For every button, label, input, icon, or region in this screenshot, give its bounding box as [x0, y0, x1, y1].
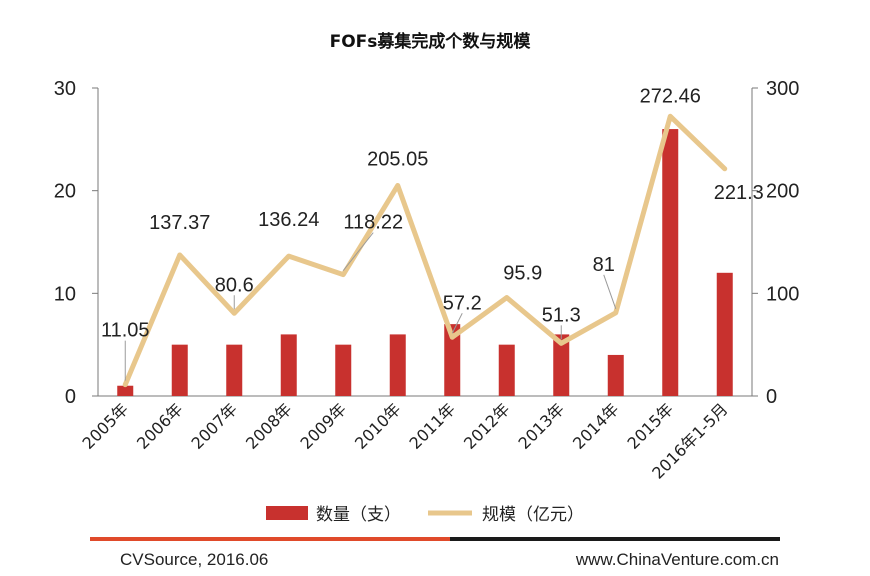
line-point [232, 311, 236, 315]
legend-swatch-bar [266, 506, 308, 520]
line-point [559, 341, 563, 345]
line-point [178, 253, 182, 257]
line-data-labels: 11.05 137.37 80.6 136.24 118.22 205.05 57.2 95.… [101, 85, 764, 381]
right-tick-label: 100 [766, 283, 799, 305]
line-point [505, 296, 509, 300]
bar [607, 354, 624, 396]
bar [226, 344, 243, 396]
left-tick-label: 30 [54, 78, 76, 100]
x-tick-label: 2012年 [460, 399, 514, 453]
x-tick-label: 2011年 [406, 399, 460, 453]
data-label-leader [342, 232, 374, 271]
line-data-label: 57.2 [443, 292, 482, 314]
footer: CVSource, 2016.06 www.ChinaVenture.com.c… [90, 537, 780, 569]
line-data-label: 272.46 [640, 85, 701, 107]
line-data-label: 205.05 [367, 148, 428, 170]
bar [280, 334, 297, 396]
line-point [123, 383, 127, 387]
right-tick-label: 200 [766, 181, 799, 203]
line-data-label: 81 [593, 254, 615, 276]
line-point [668, 114, 672, 118]
footer-dark-bar [450, 537, 780, 541]
x-tick-label: 2008年 [242, 399, 296, 453]
right-tick-label: 0 [766, 386, 777, 408]
left-tick-label: 10 [54, 283, 76, 305]
x-tick-label: 2013年 [515, 399, 569, 453]
x-tick-label: 2007年 [188, 399, 242, 453]
line-data-label: 95.9 [503, 263, 542, 285]
footer-accent-bar [90, 537, 450, 541]
line-data-label: 80.6 [215, 274, 254, 296]
line-data-label: 136.24 [258, 209, 319, 231]
left-tick-label: 0 [65, 386, 76, 408]
bar [335, 344, 352, 396]
line-data-label: 118.22 [343, 212, 403, 234]
data-label-leader [451, 313, 463, 334]
line-point [341, 273, 345, 277]
chart-title: FOFs募集完成个数与规模 [330, 31, 532, 52]
x-tick-label: 2009年 [297, 399, 351, 453]
line-point [723, 167, 727, 171]
line-point [614, 311, 618, 315]
x-axis-ticks: 2005年 2006年 2007年 2008年 2009年 2010年 2011年 2012年… [79, 399, 732, 482]
bar-series [117, 129, 733, 397]
bar [389, 334, 406, 396]
bar [171, 344, 188, 396]
line-data-label: 137.37 [149, 212, 210, 234]
left-tick-label: 20 [54, 181, 76, 203]
line-point [287, 254, 291, 258]
bar [117, 385, 134, 396]
x-tick-label: 2014年 [569, 399, 623, 453]
line-data-label: 221.3 [714, 182, 764, 204]
line-data-label: 51.3 [542, 304, 581, 326]
bar [498, 344, 515, 396]
bar [716, 272, 733, 396]
bar [553, 334, 570, 396]
line-point [396, 183, 400, 187]
right-axis-ticks: 0 100 200 300 [752, 78, 799, 408]
bar [444, 324, 461, 396]
x-tick-label: 2015年 [624, 399, 678, 453]
x-tick-label: 2006年 [133, 399, 187, 453]
line-series-path [122, 113, 728, 388]
bar [662, 129, 679, 397]
left-axis-ticks: 0 10 20 30 [54, 78, 98, 408]
legend: 数量（支） 规模（亿元） [266, 505, 584, 525]
line-data-label: 11.05 [101, 320, 150, 342]
right-tick-label: 300 [766, 78, 799, 100]
line-point [450, 335, 454, 339]
x-tick-label: 2010年 [351, 399, 405, 453]
legend-label-bar: 数量（支） [316, 505, 401, 525]
x-tick-label: 2005年 [79, 399, 133, 453]
footer-website: www.ChinaVenture.com.cn [575, 550, 779, 569]
line-series [122, 113, 728, 388]
legend-label-line: 规模（亿元） [482, 505, 584, 525]
data-label-leader [603, 274, 617, 310]
footer-source: CVSource, 2016.06 [120, 550, 268, 569]
